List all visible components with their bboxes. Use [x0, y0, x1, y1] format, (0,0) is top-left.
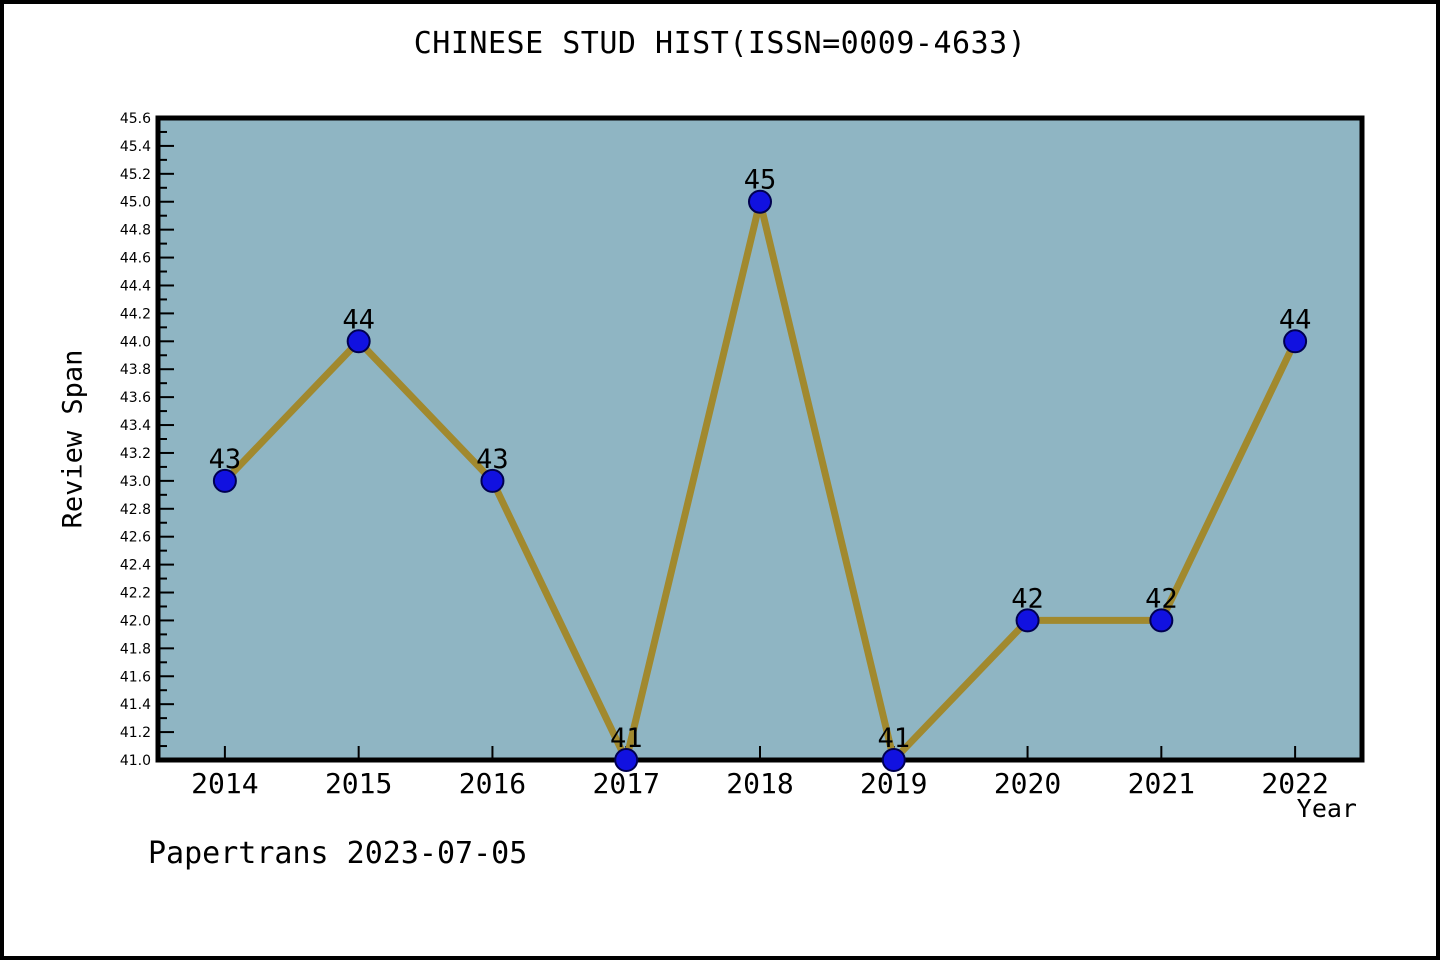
point-label: 42	[1145, 583, 1178, 614]
y-tick-label: 44.8	[120, 223, 151, 239]
y-tick-label: 44.2	[120, 306, 151, 322]
y-tick-label: 41.2	[120, 725, 151, 741]
data-point	[614, 748, 639, 772]
y-tick-label: 43.8	[120, 362, 151, 378]
data-point	[881, 748, 906, 772]
point-label: 44	[342, 304, 375, 335]
data-point	[346, 329, 371, 354]
x-tick-label: 2016	[459, 767, 526, 800]
y-tick-label: 45.4	[120, 139, 151, 155]
y-tick-label: 42.4	[120, 558, 151, 574]
y-tick-label: 42.6	[120, 530, 151, 546]
point-label: 44	[1279, 304, 1312, 335]
y-tick-label: 41.0	[120, 753, 151, 769]
data-point	[1283, 329, 1308, 354]
x-tick-label: 2021	[1128, 767, 1195, 800]
point-label: 45	[744, 165, 777, 196]
y-tick-label: 45.0	[120, 195, 151, 211]
x-tick-label: 2015	[325, 767, 392, 800]
point-label: 41	[878, 723, 911, 754]
y-tick-label: 41.4	[120, 697, 151, 713]
x-tick-label: 2020	[994, 767, 1061, 800]
x-tick-label: 2019	[860, 767, 927, 800]
y-tick-label: 45.6	[120, 111, 151, 127]
watermark-text: Papertrans 2023-07-05	[148, 836, 528, 871]
plot-border	[155, 115, 1365, 763]
data-point	[480, 468, 505, 493]
y-tick-label: 43.0	[120, 474, 151, 490]
y-tick-label: 44.0	[120, 334, 151, 350]
plot-area	[158, 118, 1362, 760]
y-tick-label: 43.4	[120, 418, 151, 434]
y-tick-label: 43.2	[120, 446, 151, 462]
point-label: 42	[1011, 583, 1044, 614]
x-tick-label: 2022	[1261, 767, 1328, 800]
y-tick-label: 44.4	[120, 278, 151, 294]
data-point	[748, 189, 772, 214]
y-tick-label: 42.8	[120, 502, 151, 518]
y-tick-label: 44.6	[120, 251, 151, 267]
y-tick-label: 43.6	[120, 390, 151, 406]
x-tick-label: 2017	[593, 767, 660, 800]
data-point	[1015, 608, 1040, 633]
data-point	[1149, 608, 1174, 633]
x-tick-label: 2014	[191, 767, 258, 800]
y-tick-label: 42.0	[120, 613, 151, 629]
x-axis-title: Year	[1296, 794, 1357, 823]
y-tick-label: 42.2	[120, 586, 151, 602]
chart-title: CHINESE STUD HIST(ISSN=0009-4633)	[413, 26, 1027, 61]
point-label: 41	[610, 723, 643, 754]
x-tick-label: 2018	[726, 767, 793, 800]
y-tick-label: 45.2	[120, 167, 151, 183]
point-label: 43	[209, 444, 242, 475]
y-tick-label: 41.8	[120, 641, 151, 657]
point-label: 43	[476, 444, 509, 475]
y-tick-label: 41.6	[120, 669, 151, 685]
data-point	[212, 468, 237, 493]
